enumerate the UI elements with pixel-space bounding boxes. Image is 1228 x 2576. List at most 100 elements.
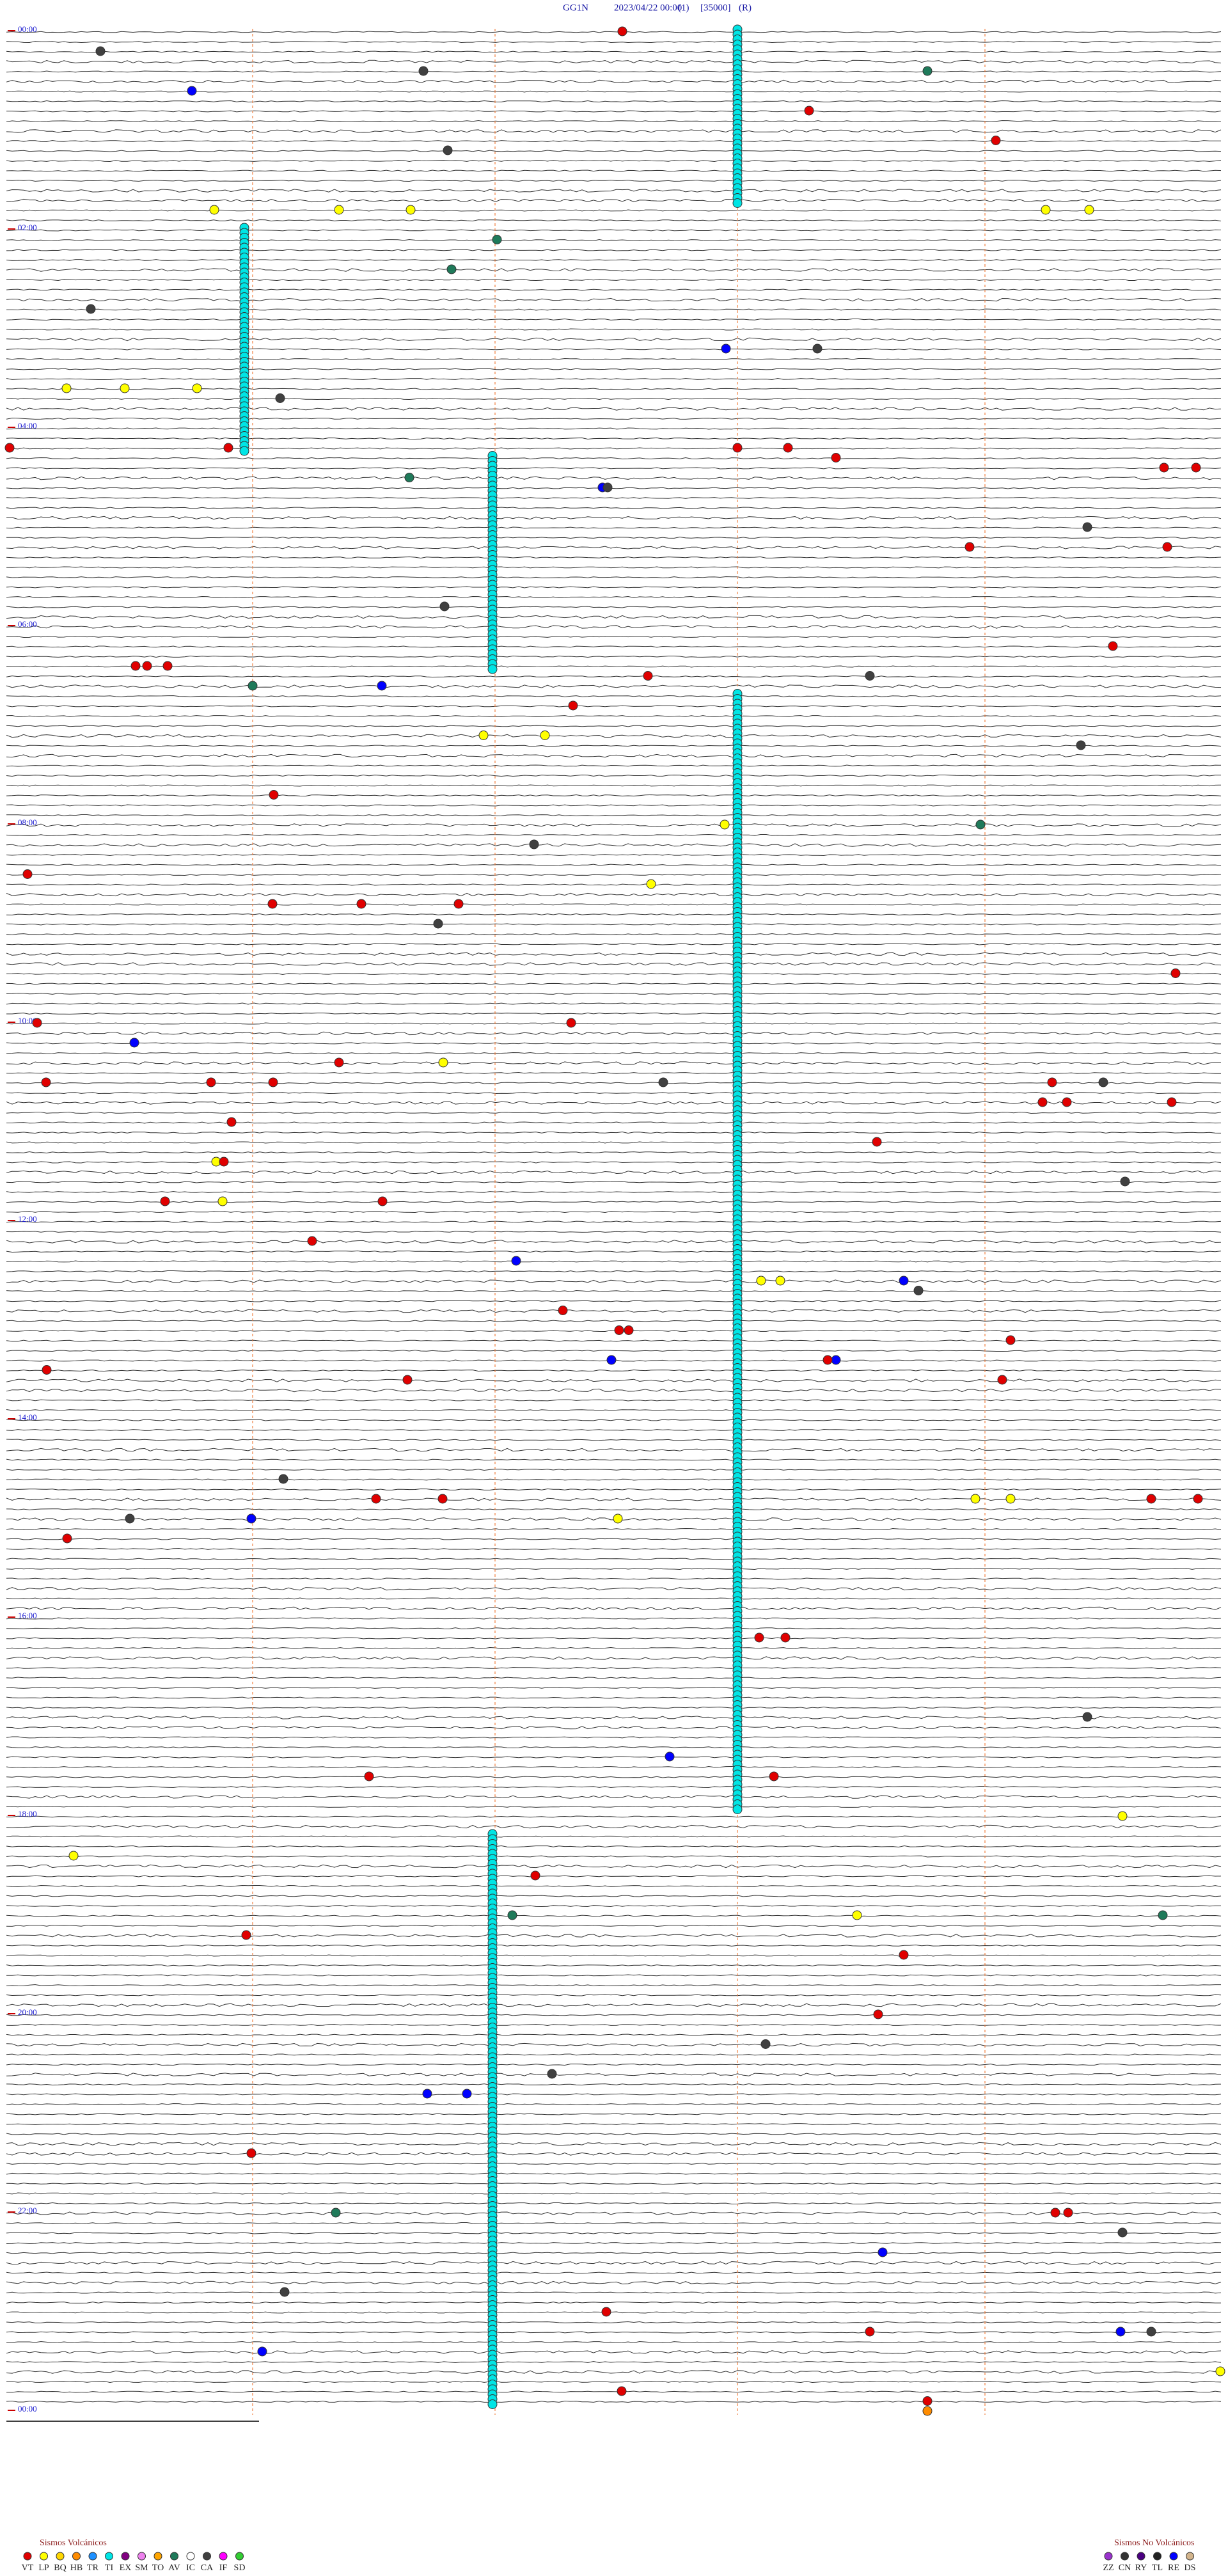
trace	[6, 1052, 1222, 1055]
trace	[6, 239, 1222, 242]
event-marker	[732, 443, 743, 453]
trace	[6, 526, 1222, 529]
time-label: 14:00	[18, 1412, 37, 1422]
time-label: 16:00	[18, 1611, 37, 1620]
trace	[6, 159, 1222, 162]
trace	[6, 705, 1222, 707]
trace	[6, 1091, 1222, 1094]
legend-title: Sismos No Volcánicos	[1114, 2538, 1195, 2548]
event-marker	[899, 1276, 909, 1286]
event-marker	[377, 1196, 388, 1206]
event-marker	[217, 1196, 228, 1206]
event-marker	[1047, 1077, 1057, 1087]
event-marker	[873, 2009, 883, 2019]
trace	[6, 407, 1222, 411]
channel: (1)	[678, 3, 689, 13]
legend-label: BQ	[54, 2563, 66, 2573]
event-marker	[278, 1474, 288, 1484]
event-marker	[1120, 1176, 1130, 1187]
legend-marker	[23, 2552, 32, 2561]
event-marker	[991, 136, 1001, 145]
trace	[6, 715, 1222, 718]
trace	[6, 2093, 1222, 2096]
event-marker	[964, 542, 975, 552]
trace	[6, 586, 1222, 589]
trace	[6, 2103, 1222, 2106]
event-marker	[547, 2069, 557, 2079]
trace	[6, 725, 1222, 727]
legend-marker	[1121, 2552, 1129, 2561]
legend-label: RE	[1168, 2563, 1179, 2573]
trace	[6, 2023, 1222, 2027]
event-marker	[540, 731, 550, 740]
trace	[6, 1419, 1222, 1421]
event-marker	[1146, 2327, 1156, 2337]
trace	[6, 933, 1222, 936]
trace	[6, 179, 1222, 182]
trace	[6, 1300, 1222, 1302]
trace	[6, 1637, 1222, 1640]
event-marker	[852, 1910, 862, 1920]
trace	[6, 853, 1222, 857]
event-marker	[1098, 1077, 1108, 1087]
trace	[6, 1458, 1222, 1461]
trace	[6, 278, 1222, 281]
trace	[6, 377, 1222, 381]
trace	[6, 1320, 1222, 1322]
event-marker	[1005, 1494, 1016, 1504]
mode: (R)	[739, 3, 752, 13]
legend-marker	[88, 2552, 97, 2561]
trace	[6, 1994, 1222, 1996]
trace	[6, 90, 1222, 93]
trace	[6, 1141, 1222, 1144]
trace	[6, 1221, 1222, 1223]
trace	[6, 2222, 1221, 2225]
trace	[6, 823, 1222, 827]
trace	[6, 40, 1222, 43]
trace	[6, 1409, 1222, 1412]
event-marker	[307, 1236, 317, 1246]
trace	[6, 1309, 1222, 1313]
event-marker	[41, 1077, 51, 1087]
trace	[6, 2034, 1222, 2036]
legend-marker	[203, 2552, 211, 2561]
event-marker	[334, 1057, 344, 1068]
event-marker	[462, 2089, 472, 2099]
time-label: 10:00	[18, 1016, 37, 1025]
event-marker	[922, 66, 933, 76]
event-marker	[62, 1533, 72, 1544]
trace	[6, 684, 1222, 688]
legend-title: Sismos Volcánicos	[40, 2538, 107, 2548]
event-marker	[223, 443, 233, 453]
scale: [35000]	[700, 3, 731, 13]
event-marker	[4, 443, 15, 453]
legend-marker	[186, 2552, 195, 2561]
trace	[6, 1845, 1222, 1848]
event-marker	[732, 1805, 743, 1814]
trace	[6, 1805, 1222, 1808]
trace	[6, 1468, 1222, 1471]
trace	[6, 1974, 1222, 1977]
legend-label: SM	[135, 2563, 148, 2573]
event-marker	[1108, 641, 1118, 651]
event-marker	[760, 2039, 771, 2049]
event-marker	[248, 681, 258, 691]
event-marker	[1162, 542, 1172, 552]
legend-marker	[121, 2552, 130, 2561]
trace	[6, 1895, 1222, 1897]
trace	[6, 2014, 1222, 2016]
legend-marker	[72, 2552, 81, 2561]
trace	[6, 1488, 1222, 1491]
trace	[6, 2311, 1222, 2314]
trace	[6, 1835, 1222, 1838]
event-marker	[1193, 1494, 1203, 1504]
event-marker	[130, 661, 141, 671]
trace	[6, 1230, 1222, 1233]
trace	[6, 1240, 1222, 1244]
trace	[6, 2400, 1222, 2403]
trace	[6, 1388, 1222, 1393]
event-marker	[665, 1751, 675, 1762]
trace	[6, 1577, 1222, 1580]
legend-marker	[56, 2552, 65, 2561]
